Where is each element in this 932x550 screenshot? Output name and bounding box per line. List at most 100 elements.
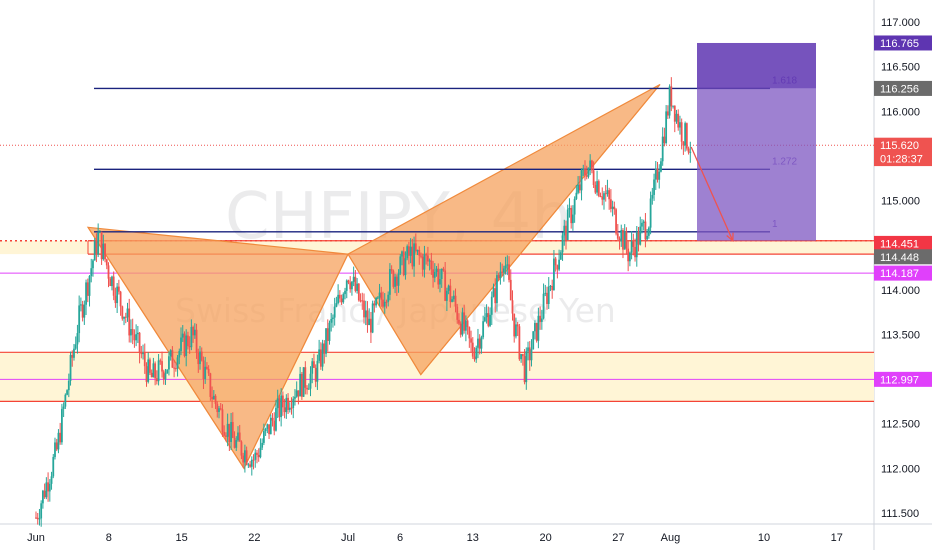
candle-body [408, 246, 410, 256]
candle-body [90, 268, 93, 277]
candle-body [124, 316, 127, 318]
candle-body [250, 459, 253, 467]
candle-body [565, 225, 567, 240]
candle-body [136, 332, 139, 335]
candle-body [169, 350, 172, 357]
candle-body [547, 286, 550, 304]
candle-body [603, 193, 605, 200]
candle-body [513, 313, 516, 337]
candle-body [613, 206, 616, 210]
candle-body [682, 141, 685, 146]
candle-body [646, 235, 649, 240]
candle-body [589, 160, 592, 168]
candle-body [477, 338, 479, 348]
candle-body [689, 151, 692, 153]
arrow-shaft [690, 146, 734, 241]
x-tick-label: Jun [27, 532, 45, 544]
candle-body [45, 482, 48, 498]
candle-body [62, 406, 65, 409]
candle-body [620, 230, 623, 242]
candle-body [596, 181, 598, 193]
candle-body [133, 334, 136, 341]
candle-body [161, 361, 163, 372]
candle-body [74, 344, 77, 349]
candle-body [242, 455, 245, 463]
candle-body [663, 136, 666, 144]
candle-body [684, 123, 687, 146]
candle-body [228, 423, 231, 442]
candle-body [188, 346, 191, 348]
candle-body [478, 338, 481, 349]
candle-body [395, 276, 398, 286]
candle-body [333, 306, 336, 318]
candle-body [616, 233, 619, 239]
candle-body [385, 301, 388, 303]
candle-body [235, 440, 238, 448]
candle-body [35, 517, 37, 519]
candle-body [50, 476, 53, 484]
candle-body [556, 265, 559, 270]
candle-body [383, 301, 386, 307]
price-label: 112.997 [880, 374, 919, 386]
candle-body [150, 372, 153, 378]
candle-body [628, 252, 631, 262]
stop-loss-zone [697, 42, 816, 89]
candle-body [437, 268, 440, 285]
candle-body [449, 285, 452, 302]
candle-body [623, 231, 626, 250]
candle-body [79, 304, 82, 306]
candle-body [304, 367, 307, 388]
candle-body [162, 371, 165, 380]
candle-body [114, 295, 117, 304]
candle-body [119, 291, 122, 307]
price-label-bg [874, 137, 932, 153]
candle-body [528, 347, 531, 361]
candle-body [319, 349, 322, 367]
candle-body [530, 349, 533, 361]
candles [35, 77, 692, 527]
candle-body [570, 207, 573, 224]
candle-body [200, 351, 203, 361]
candle-body [209, 373, 212, 397]
candle-body [390, 269, 393, 271]
candle-body [233, 437, 236, 448]
x-tick-label: 20 [539, 532, 551, 544]
candle-body [483, 317, 486, 322]
candle-body [98, 231, 101, 233]
candle-body [670, 86, 673, 107]
candle-body [675, 113, 678, 122]
price-label-bg [874, 371, 932, 387]
x-tick-label: 17 [831, 532, 843, 544]
candle-body [561, 235, 564, 253]
candle-body [685, 123, 688, 149]
candle-body [680, 122, 683, 142]
candle-body [425, 254, 428, 256]
harmonic-pattern [86, 83, 661, 470]
candle-body [673, 105, 676, 122]
candle-body [597, 181, 600, 196]
candle-body [418, 249, 421, 256]
short-position-tool[interactable] [697, 42, 816, 241]
candle-body [57, 432, 60, 450]
candle-body [138, 332, 141, 353]
candle-body [181, 333, 184, 338]
candle-body [406, 246, 409, 259]
candle-body [416, 249, 419, 252]
candle-body [475, 347, 478, 360]
candle-body [439, 278, 441, 285]
candle-body [338, 294, 341, 299]
candle-body [551, 285, 554, 291]
candle-body [656, 168, 659, 180]
candle-body [83, 304, 86, 318]
candle-body [594, 185, 597, 193]
candle-body [687, 148, 690, 153]
candle-body [135, 334, 138, 341]
candle-body [43, 490, 46, 498]
candle-body [609, 199, 612, 209]
candle-body [452, 295, 455, 300]
candle-body [225, 435, 227, 437]
y-tick-label: 112.000 [881, 463, 920, 475]
candle-body [247, 464, 250, 466]
candle-body [117, 286, 120, 292]
candle-body [252, 459, 255, 461]
